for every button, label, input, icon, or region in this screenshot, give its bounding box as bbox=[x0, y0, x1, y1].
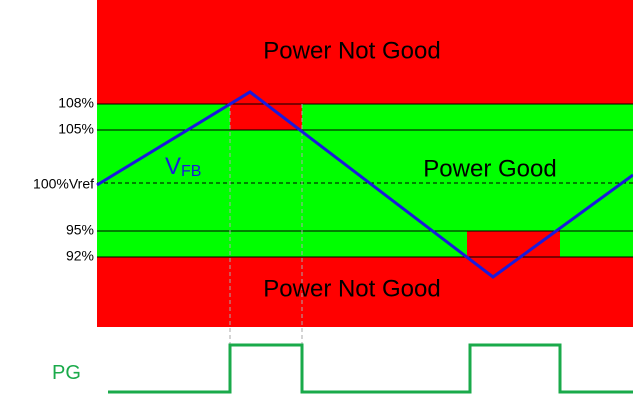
level-label: 105% bbox=[58, 121, 94, 137]
level-label: 100%Vref bbox=[33, 176, 94, 192]
region-label: Power Not Good bbox=[263, 37, 440, 64]
output-label: PG bbox=[52, 362, 81, 384]
level-label: 108% bbox=[58, 95, 94, 111]
signal-main: V bbox=[165, 153, 181, 180]
lower-hysteresis bbox=[467, 231, 560, 257]
region-label: Power Not Good bbox=[263, 275, 440, 302]
level-label: 95% bbox=[66, 222, 94, 238]
level-lines bbox=[97, 103, 633, 258]
guide-lines bbox=[229, 104, 303, 345]
signal-sub: FB bbox=[181, 163, 201, 180]
upper-hysteresis bbox=[230, 104, 302, 130]
vfb-waveform bbox=[96, 90, 633, 279]
signal-label: VFB bbox=[165, 153, 201, 180]
region-label: Power Good bbox=[423, 155, 556, 182]
level-label: 92% bbox=[66, 248, 94, 264]
pg-waveform bbox=[108, 343, 633, 394]
